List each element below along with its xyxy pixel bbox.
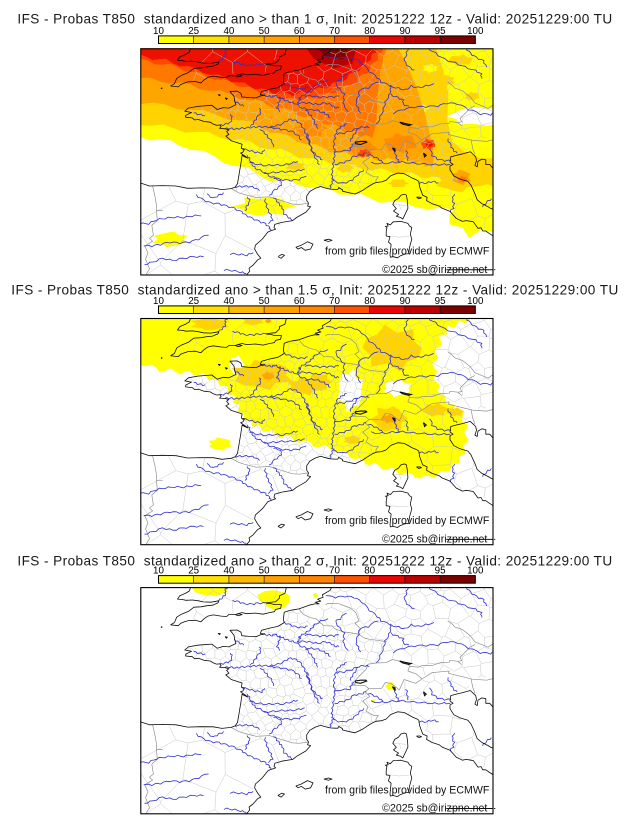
svg-text:10: 10 xyxy=(153,566,164,577)
svg-text:©2025 sb@irizpne.net: ©2025 sb@irizpne.net xyxy=(382,264,487,276)
svg-text:40: 40 xyxy=(223,296,234,307)
svg-text:©2025 sb@irizpne.net: ©2025 sb@irizpne.net xyxy=(382,803,487,815)
svg-text:70: 70 xyxy=(329,26,340,37)
svg-text:90: 90 xyxy=(399,296,410,307)
svg-text:70: 70 xyxy=(329,566,340,577)
svg-text:100: 100 xyxy=(467,26,484,37)
svg-text:40: 40 xyxy=(223,26,234,37)
svg-text:IFS - Probas T850 standardize: IFS - Probas T850 standardized ano > tha… xyxy=(17,12,612,27)
svg-text:from grib files provided by EC: from grib files provided by ECMWF xyxy=(325,784,490,796)
svg-text:25: 25 xyxy=(188,26,199,37)
svg-text:90: 90 xyxy=(399,566,410,577)
svg-text:IFS - Probas T850 standardize: IFS - Probas T850 standardized ano > tha… xyxy=(17,554,612,569)
svg-text:IFS - Probas T850 standardize: IFS - Probas T850 standardized ano > tha… xyxy=(11,283,618,298)
svg-text:80: 80 xyxy=(364,566,375,577)
svg-text:100: 100 xyxy=(467,296,484,307)
svg-text:10: 10 xyxy=(153,296,164,307)
svg-text:95: 95 xyxy=(435,566,446,577)
svg-text:95: 95 xyxy=(435,296,446,307)
svg-text:100: 100 xyxy=(467,566,484,577)
svg-text:from grib files provided by EC: from grib files provided by ECMWF xyxy=(325,515,490,527)
svg-text:95: 95 xyxy=(435,26,446,37)
svg-text:40: 40 xyxy=(223,566,234,577)
svg-text:50: 50 xyxy=(259,566,270,577)
svg-text:60: 60 xyxy=(294,296,305,307)
svg-text:25: 25 xyxy=(188,566,199,577)
svg-text:90: 90 xyxy=(399,26,410,37)
svg-text:60: 60 xyxy=(294,566,305,577)
svg-text:80: 80 xyxy=(364,296,375,307)
svg-text:©2025 sb@irizpne.net: ©2025 sb@irizpne.net xyxy=(382,534,487,546)
svg-text:10: 10 xyxy=(153,26,164,37)
svg-text:70: 70 xyxy=(329,296,340,307)
svg-text:from grib files provided by EC: from grib files provided by ECMWF xyxy=(325,246,490,258)
svg-text:50: 50 xyxy=(259,296,270,307)
svg-text:50: 50 xyxy=(259,26,270,37)
svg-text:25: 25 xyxy=(188,296,199,307)
svg-text:60: 60 xyxy=(294,26,305,37)
svg-text:80: 80 xyxy=(364,26,375,37)
